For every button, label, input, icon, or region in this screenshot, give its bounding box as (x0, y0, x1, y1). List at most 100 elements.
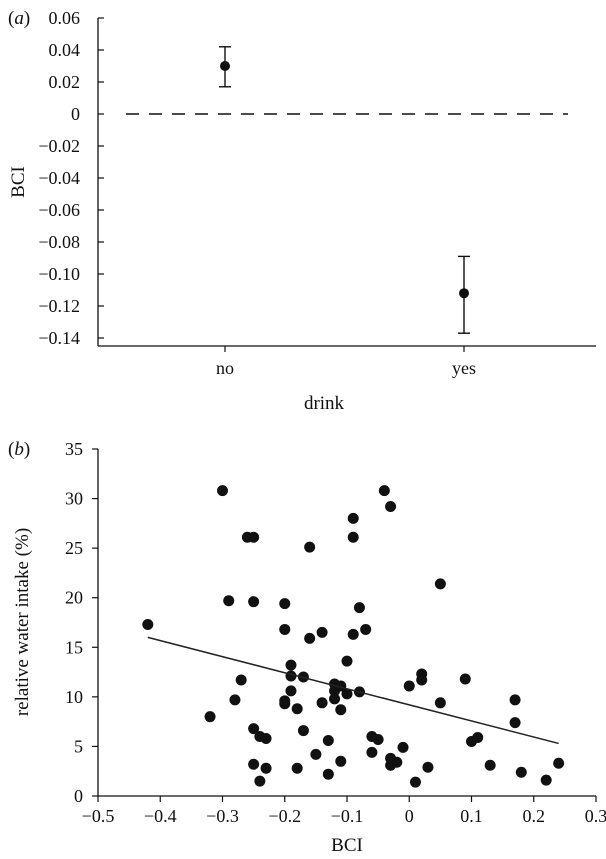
panel-b-data-point (540, 774, 552, 786)
panel-b-data-point (279, 623, 291, 635)
panel-b-y-tick-label: 30 (65, 489, 83, 509)
panel-b-data-point (372, 733, 384, 745)
panel-b-data-point (391, 756, 403, 768)
panel-b-data-point (217, 485, 228, 497)
panel-b-x-tick-label: −0.2 (268, 806, 301, 826)
panel-a-mean-point (459, 288, 469, 299)
panel-b-points (142, 485, 565, 788)
panel-b-data-point (285, 659, 297, 671)
panel-b-y-tick-label: 20 (65, 588, 83, 608)
panel-b-data-point (335, 704, 347, 716)
panel-b-data-point (434, 578, 446, 590)
panel-b-data-point (403, 680, 415, 692)
panel-a-y-tick-label: −0.08 (38, 232, 80, 252)
panel-b-data-point (142, 618, 154, 630)
panel-b-data-point (297, 725, 309, 737)
panel-b-y-tick-label: 10 (65, 687, 83, 707)
panel-b-x-tick-label: −0.3 (206, 806, 239, 826)
panel-b-data-point (285, 685, 297, 697)
panel-b-data-point (335, 755, 347, 767)
panel-b-data-point (434, 697, 446, 709)
panel-b-y-tick-label: 15 (65, 637, 83, 657)
panel-b-data-point (341, 655, 353, 667)
panel-b-data-point (279, 598, 291, 610)
panel-b-fit-line (147, 636, 559, 745)
panel-a: (a) 0.06 0.04 0.02 0 −0.02 −0.04 −0.06 −0.08 −0.… (8, 8, 596, 414)
panel-b-data-point (248, 531, 260, 543)
panel-b-x-tick-label: −0.5 (82, 806, 115, 826)
panel-b-data-point (329, 693, 341, 705)
panel-b-data-point (254, 775, 266, 787)
panel-a-y-tick-label: −0.10 (38, 264, 80, 284)
panel-b-data-point (341, 688, 353, 700)
panel-b-data-point (459, 673, 471, 685)
panel-b-data-point (553, 757, 565, 769)
panel-b-label: (b) (8, 439, 30, 460)
panel-a-y-tick-label: 0 (71, 104, 80, 124)
panel-b-y-tick-label: 35 (65, 439, 83, 459)
panel-a-x-tick-label: yes (452, 358, 476, 378)
panel-b-x-tick-label: 0.1 (460, 806, 483, 826)
panel-b-data-point (347, 512, 359, 524)
panel-a-y-tick-label: 0.06 (49, 8, 81, 28)
panel-b-data-point (416, 674, 428, 686)
panel-b-data-point (353, 602, 365, 614)
panel-a-y-axis-title: BCI (8, 166, 29, 198)
panel-b-data-point (378, 485, 390, 497)
panel-b-data-point (248, 758, 260, 770)
panel-b-data-point (235, 674, 247, 686)
panel-b-x-tick-label: 0 (405, 806, 414, 826)
panel-b-data-point (515, 766, 527, 778)
panel-b-data-point (248, 723, 260, 735)
panel-b-data-point (223, 595, 235, 607)
panel-b-data-point (248, 596, 260, 608)
panel-b-data-point (322, 734, 334, 746)
panel-b-x-ticks: −0.5 −0.4 −0.3 −0.2 −0.1 0 0.1 0.2 0.3 (82, 796, 606, 826)
panel-a-y-tick-label: −0.02 (38, 136, 80, 156)
panel-b-data-point (335, 680, 347, 692)
panel-a-x-axis-title: drink (304, 393, 345, 414)
panel-b-y-tick-label: 0 (74, 786, 83, 806)
panel-b-x-axis-title: BCI (331, 835, 363, 856)
panel-b-y-axis-title: relative water intake (%) (12, 528, 33, 716)
panel-b-data-point (422, 761, 434, 773)
panel-a-y-tick-label: −0.06 (38, 200, 80, 220)
panel-b-x-tick-label: −0.4 (144, 806, 177, 826)
panel-b-data-point (304, 541, 316, 553)
panel-b-data-point (484, 759, 496, 771)
panel-b-data-point (291, 762, 303, 774)
panel-b-data-point (366, 746, 378, 758)
panel-b-data-point (204, 711, 216, 723)
panel-b-data-point (316, 626, 328, 638)
panel-a-x-tick-label: no (216, 358, 234, 378)
panel-b-data-point (291, 703, 303, 715)
panel-a-mean-point (220, 61, 230, 71)
panel-b-y-tick-label: 25 (65, 538, 83, 558)
panel-b-y-tick-label: 5 (74, 736, 83, 756)
panel-a-label: (a) (8, 8, 30, 29)
panel-b-data-point (347, 628, 359, 640)
panel-b-data-point (472, 732, 484, 744)
panel-a-y-tick-label: −0.12 (38, 296, 80, 316)
panel-a-y-tick-label: −0.04 (38, 168, 80, 188)
panel-b-data-point (385, 501, 397, 513)
panel-b-data-point (360, 623, 372, 635)
panel-b-data-point (316, 697, 328, 709)
panel-a-points (219, 46, 470, 334)
panel-a-y-tick-label: −0.14 (38, 328, 80, 348)
panel-b-data-point (260, 762, 272, 774)
panel-a-x-ticks: no yes (216, 346, 476, 378)
panel-a-y-tick-label: 0.02 (49, 72, 81, 92)
panel-b-data-point (397, 741, 409, 753)
panel-b-x-tick-label: 0.2 (523, 806, 546, 826)
panel-b-data-point (509, 717, 521, 729)
panel-b-data-point (260, 732, 272, 744)
panel-b-data-point (279, 698, 291, 710)
panel-b-data-point (304, 632, 316, 644)
panel-b-y-ticks: 0 5 10 15 20 25 30 35 (65, 439, 98, 806)
panel-b-x-tick-label: −0.1 (331, 806, 364, 826)
panel-b-data-point (229, 694, 241, 706)
panel-b-x-tick-label: 0.3 (585, 806, 606, 826)
panel-a-y-ticks: 0.06 0.04 0.02 0 −0.02 −0.04 −0.06 −0.08 −0.10 −0… (38, 8, 104, 348)
